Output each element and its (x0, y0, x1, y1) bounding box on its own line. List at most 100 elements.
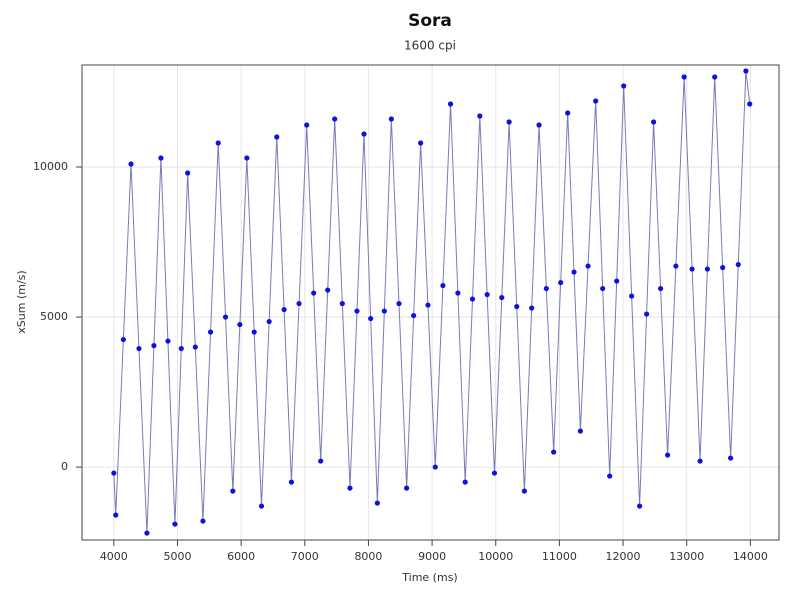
data-point (418, 140, 424, 146)
data-point (230, 488, 236, 494)
data-point (136, 345, 142, 352)
data-point (404, 485, 410, 491)
data-point (339, 300, 345, 307)
data-point (593, 98, 599, 104)
data-point (506, 119, 512, 125)
data-point (743, 68, 749, 74)
data-point (425, 302, 431, 308)
x-tick-label: 7000 (291, 550, 319, 563)
data-point (151, 342, 157, 349)
data-point (644, 311, 650, 317)
data-point (388, 116, 394, 122)
x-tick-label: 11000 (542, 550, 577, 563)
chart-subtitle: 1600 cpi (404, 39, 456, 53)
data-point (396, 300, 402, 307)
data-point (614, 278, 620, 284)
x-tick-label: 9000 (418, 550, 446, 563)
data-point (521, 488, 527, 494)
data-point (704, 266, 710, 272)
data-point (192, 344, 198, 350)
data-point (747, 101, 753, 107)
data-point (565, 110, 571, 116)
data-point (325, 287, 331, 293)
data-point (558, 279, 564, 286)
data-point (113, 512, 119, 518)
data-point (144, 530, 150, 536)
data-point (728, 455, 734, 461)
data-point (600, 285, 606, 292)
data-point (381, 308, 387, 314)
x-axis-label: Time (ms) (401, 571, 457, 584)
data-point (681, 74, 687, 80)
data-point (215, 140, 221, 146)
data-point (651, 119, 657, 125)
data-point (536, 122, 542, 128)
data-point (440, 282, 446, 289)
x-tick-label: 10000 (478, 550, 513, 563)
data-point (304, 122, 310, 128)
data-point (368, 315, 374, 322)
x-tick-label: 6000 (227, 550, 255, 563)
data-point (571, 269, 577, 275)
x-tick-label: 8000 (354, 550, 382, 563)
data-point (411, 312, 417, 319)
data-point (462, 479, 468, 485)
data-point (374, 500, 380, 506)
x-tick-label: 12000 (606, 550, 641, 563)
x-tick-label: 5000 (163, 550, 191, 563)
data-point (361, 131, 367, 137)
data-point (447, 101, 454, 107)
data-point (432, 464, 438, 470)
data-point (637, 503, 643, 509)
data-point (491, 470, 498, 476)
data-point (318, 458, 324, 464)
data-point (720, 264, 726, 271)
data-point (207, 329, 214, 335)
data-point (629, 293, 635, 299)
data-point (712, 74, 718, 80)
data-point (665, 452, 671, 458)
data-point (354, 308, 360, 314)
data-point (274, 134, 280, 140)
data-point (311, 290, 317, 296)
y-tick-label: 0 (61, 460, 68, 473)
data-point (477, 113, 483, 119)
data-point (735, 261, 741, 268)
data-point (244, 155, 250, 161)
data-point (237, 321, 243, 328)
data-point (484, 291, 490, 298)
data-point (689, 266, 695, 272)
data-point (158, 155, 164, 161)
data-point (172, 521, 178, 527)
data-point (200, 518, 206, 524)
data-point (288, 479, 295, 485)
data-point (251, 329, 257, 335)
data-point (111, 470, 117, 476)
x-tick-label: 13000 (669, 550, 704, 563)
y-axis-label: xSum (m/s) (15, 270, 28, 333)
data-point (347, 485, 353, 491)
data-point (697, 458, 703, 464)
data-point (469, 296, 476, 302)
data-point (128, 161, 134, 167)
data-point (165, 338, 171, 344)
data-point (673, 263, 679, 269)
x-tick-label: 14000 (733, 550, 768, 563)
data-point (607, 473, 613, 479)
plot-frame (81, 64, 780, 541)
chart-title: Sora (408, 11, 452, 31)
data-point (577, 428, 584, 434)
y-tick-label: 5000 (40, 310, 68, 323)
data-point (543, 285, 549, 292)
data-point (222, 314, 229, 320)
data-point (585, 263, 591, 269)
data-point (185, 170, 191, 176)
data-point (332, 116, 338, 122)
data-point (281, 306, 287, 313)
x-tick-label: 4000 (100, 550, 128, 563)
data-point (120, 336, 126, 343)
data-point (499, 294, 505, 301)
data-point (296, 300, 302, 307)
data-point (514, 303, 520, 310)
